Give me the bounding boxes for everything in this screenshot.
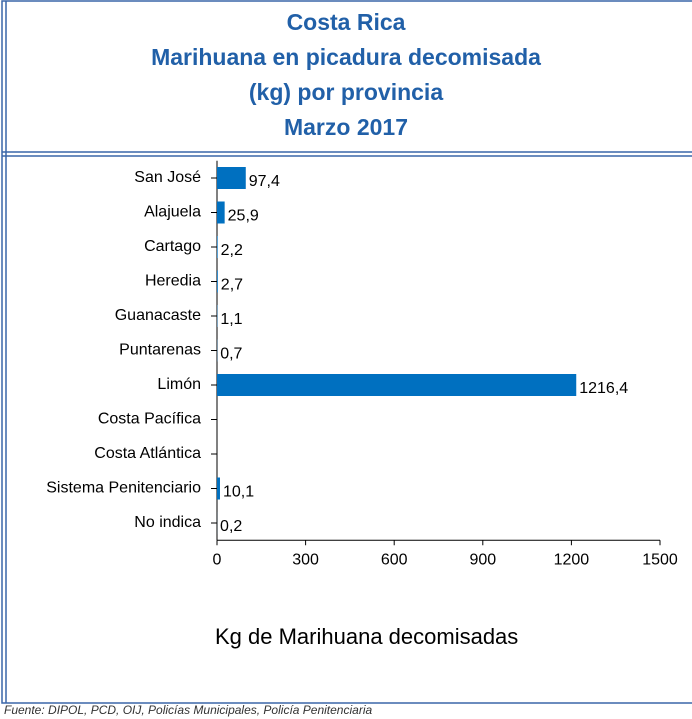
y-tick-label: Guanacaste [115,307,201,324]
axis-title: Kg de Marihuana decomisadas [215,624,518,649]
value-label: 0,2 [220,518,242,535]
y-tick-label: No indica [134,514,201,531]
y-tick-label: Puntarenas [119,342,201,359]
x-tick-label: 600 [381,551,408,568]
bar [217,167,246,189]
value-label: 1,1 [220,311,242,328]
bar [217,477,220,500]
bar [217,374,577,396]
y-tick-label: Alajuela [144,204,201,221]
chart-title: (kg) por provincia [249,79,443,105]
source-note: Fuente: DIPOL, PCD, OIJ, Policías Munici… [4,703,372,717]
bar [217,236,218,258]
frame [1,0,692,704]
x-tick-label: 900 [469,551,496,568]
x-tick-label: 1200 [554,551,590,568]
y-tick-label: Costa Pacífica [98,411,201,428]
y-tick-label: San José [134,169,201,186]
y-tick-label: Cartago [144,238,201,255]
x-tick-label: 1500 [642,551,678,568]
chart-title: Costa Rica [287,9,406,35]
y-tick-label: Heredia [145,273,201,290]
value-label: 0,7 [220,346,242,363]
value-label: 1216,4 [579,380,628,397]
value-label: 97,4 [249,173,280,190]
bar [217,270,218,293]
value-label: 2,2 [221,242,243,259]
chart-title: Marihuana en picadura decomisada [151,44,541,70]
chart-title: Marzo 2017 [284,114,408,140]
x-tick-label: 300 [292,551,319,568]
value-label: 2,7 [221,277,243,294]
bar [217,201,225,224]
y-tick-label: Sistema Penitenciario [46,480,201,497]
y-tick-label: Costa Atlántica [94,445,201,462]
y-tick-label: Limón [157,376,201,393]
value-label: 10,1 [223,484,254,501]
x-tick-label: 0 [213,551,222,568]
value-label: 25,9 [228,208,259,225]
